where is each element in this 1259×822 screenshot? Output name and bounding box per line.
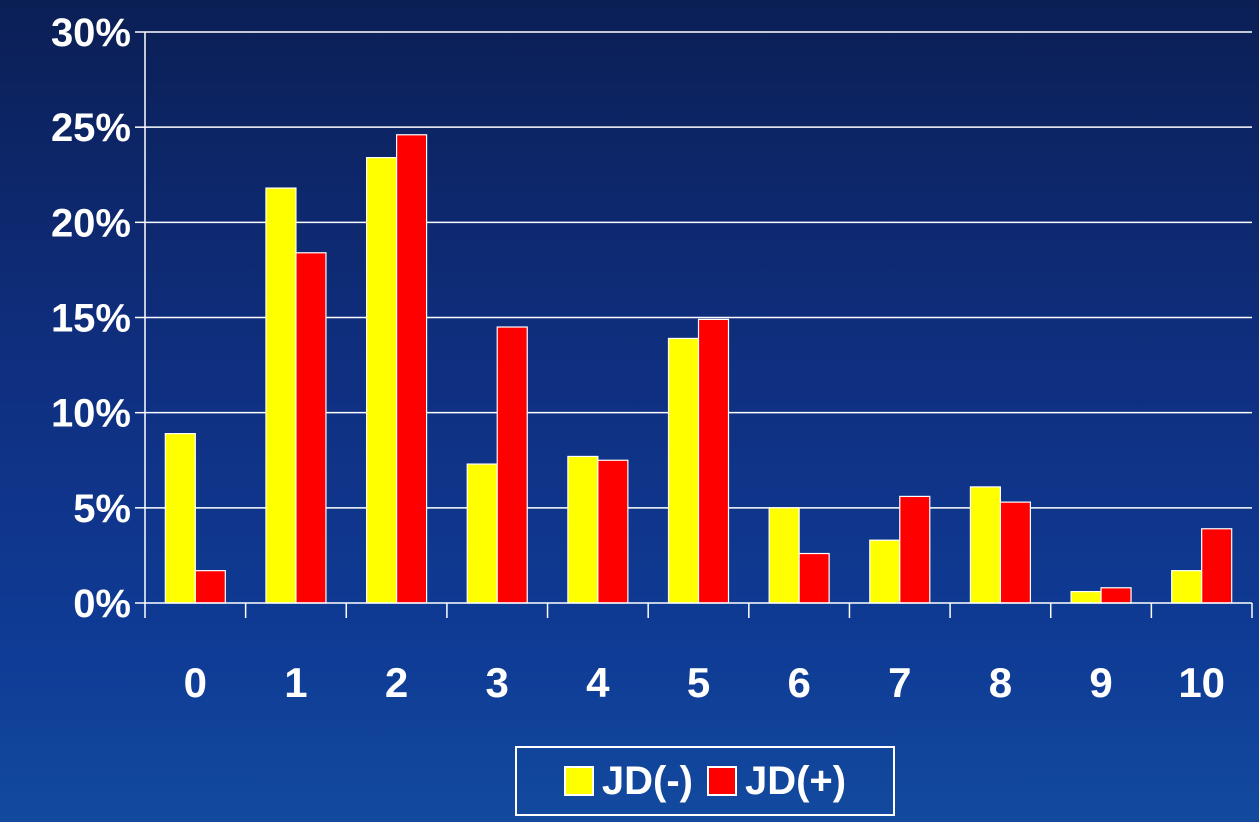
y-tick-label: 10% xyxy=(51,392,131,436)
x-tick-label: 3 xyxy=(486,659,509,706)
bar-jd-minus-1 xyxy=(265,187,297,604)
bar-jd-plus-4 xyxy=(597,459,629,604)
bar-jd-minus-9 xyxy=(1070,590,1102,604)
legend: JD(-) JD(+) xyxy=(515,746,895,816)
x-tick-label: 10 xyxy=(1178,659,1225,706)
bar-jd-plus-8 xyxy=(999,501,1032,604)
y-tick-label: 30% xyxy=(51,11,131,55)
bar-jd-minus-8 xyxy=(969,486,1002,604)
bar-jd-minus-0 xyxy=(164,433,196,604)
y-tick-label: 15% xyxy=(51,297,131,341)
bar-jd-plus-3 xyxy=(496,326,528,604)
x-tick-label: 5 xyxy=(687,659,710,706)
bar-jd-plus-1 xyxy=(295,252,327,604)
tick-labels: 0% 5% 10% 15% 20% 25% 30% 0 1 2 3 4 5 6 7 8 9 10 xyxy=(51,11,1225,706)
legend-swatch-jd-plus xyxy=(706,766,737,796)
bar-jd-plus-6 xyxy=(798,552,830,604)
bar-jd-plus-0 xyxy=(194,570,226,604)
x-tick-label: 2 xyxy=(385,659,408,706)
legend-entry-jd-minus: JD(-) xyxy=(563,759,693,803)
legend-swatch-jd-minus xyxy=(563,766,594,796)
axes xyxy=(135,31,1253,618)
bar-jd-minus-7 xyxy=(869,539,901,604)
gridlines xyxy=(145,31,1252,509)
y-tick-label: 25% xyxy=(51,106,131,150)
bar-jd-plus-7 xyxy=(899,495,931,604)
x-tick-label: 8 xyxy=(989,659,1012,706)
y-tick-label: 0% xyxy=(73,582,131,626)
x-tick-label: 7 xyxy=(888,659,911,706)
bar-jd-plus-5 xyxy=(697,318,730,604)
bar-jd-minus-6 xyxy=(768,507,800,604)
legend-entry-jd-plus: JD(+) xyxy=(706,759,847,803)
x-tick-label: 4 xyxy=(586,659,610,706)
y-tick-label: 20% xyxy=(51,201,131,245)
x-tick-label: 0 xyxy=(184,659,207,706)
legend-label-jd-minus: JD(-) xyxy=(601,759,693,803)
bar-jd-minus-2 xyxy=(365,157,398,604)
bar-jd-minus-3 xyxy=(466,463,498,604)
bars xyxy=(164,134,1233,604)
bar-jd-plus-9 xyxy=(1100,587,1132,604)
x-tick-label: 9 xyxy=(1089,659,1112,706)
x-tick-label: 1 xyxy=(284,659,307,706)
legend-label-jd-plus: JD(+) xyxy=(744,759,847,803)
bar-jd-plus-10 xyxy=(1201,528,1233,604)
x-tick-label: 6 xyxy=(787,659,810,706)
y-tick-label: 5% xyxy=(73,487,131,531)
bar-jd-minus-5 xyxy=(667,337,700,604)
bar-jd-plus-2 xyxy=(395,134,428,604)
bar-jd-minus-4 xyxy=(567,455,599,604)
bar-jd-minus-10 xyxy=(1171,570,1203,604)
